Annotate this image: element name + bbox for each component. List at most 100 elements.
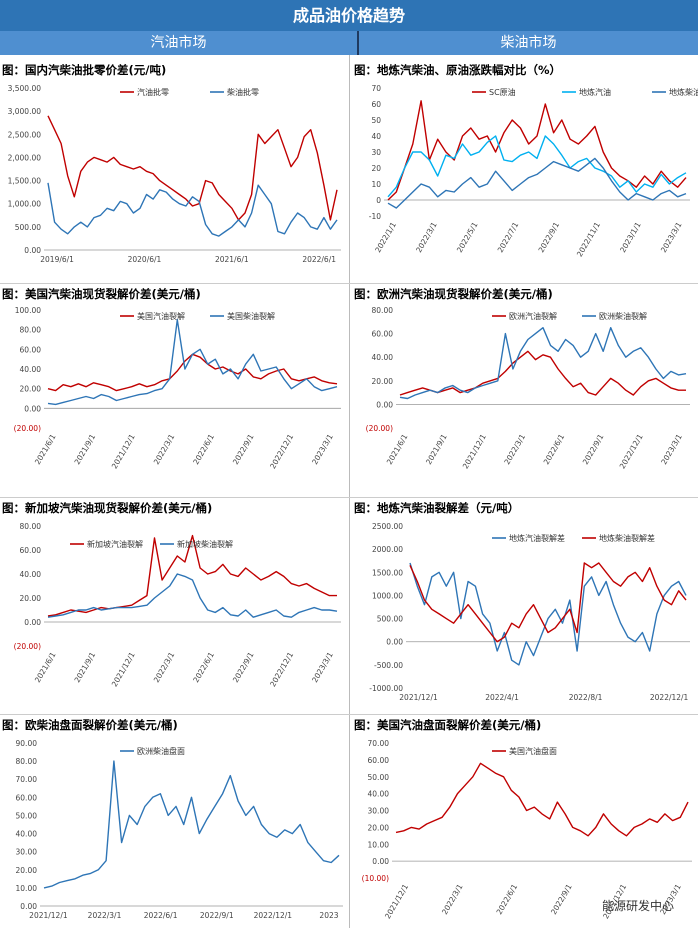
y-tick-label: 0.00	[372, 857, 389, 866]
y-tick-label: 60.00	[368, 756, 390, 765]
section-diesel: 柴油市场	[359, 31, 698, 55]
y-tick-label: 10.00	[16, 884, 38, 893]
row-divider	[0, 497, 698, 498]
y-tick-label: 30	[371, 148, 381, 157]
x-tick-label: 2022/7/1	[496, 220, 521, 254]
y-tick-label: 500.00	[15, 223, 41, 232]
chart-panel: 90.00 80.00 70.00 60.00 50.00 40.00 30.00 20.00…	[0, 717, 349, 928]
y-tick-label: 40.00	[372, 353, 394, 362]
series-line	[43, 760, 340, 889]
series-line	[47, 353, 338, 392]
chart-svg: 80.00 60.00 40.00 20.00 0.00 (20.00)2021/6/1 2…	[14, 522, 341, 688]
series-line	[47, 115, 338, 221]
x-tick-label: 2022/5/1	[455, 220, 480, 254]
series-line	[409, 562, 687, 666]
y-tick-label: 100.00	[15, 306, 41, 315]
x-tick-label: 2023/3/1	[659, 432, 684, 466]
y-tick-label: 30.00	[368, 807, 390, 816]
row-divider	[0, 283, 698, 284]
x-tick-label: 2021/9/1	[424, 432, 449, 466]
y-tick-label: 80.00	[16, 757, 38, 766]
chart-svg: 70.00 60.00 50.00 40.00 30.00 20.00 10.00 0.00 (…	[362, 739, 692, 920]
x-tick-label: 2021/12/1	[110, 432, 137, 470]
y-tick-label: 2500.00	[372, 522, 403, 531]
chart-panel: 80.00 60.00 40.00 20.00 0.00 (20.00) 2021/6/1 2…	[0, 500, 349, 712]
series-line	[395, 762, 689, 837]
y-tick-label: 70	[371, 84, 381, 93]
y-tick-label: 0	[376, 196, 381, 205]
chart-panel: 70 60 50 40 30 20 10 0 -10 2022/1/1 2022/3/1 2022/5…	[352, 62, 698, 280]
x-tick-label: 2021/6/1	[215, 255, 249, 264]
y-tick-label: 30.00	[16, 848, 38, 857]
x-tick-label: 2021/12/1	[461, 432, 488, 470]
y-tick-label: 0.00	[24, 618, 41, 627]
y-tick-label: 40.00	[368, 790, 390, 799]
y-tick-label: 0.00	[20, 902, 37, 911]
legend-label: 地炼柴油	[669, 87, 698, 97]
legend-label: 欧洲柴油盘面	[137, 746, 185, 756]
x-tick-label: 2022/3/1	[88, 911, 122, 920]
y-tick-label: 60.00	[20, 345, 42, 354]
x-tick-label: 2022/3/1	[502, 432, 527, 466]
x-tick-label: 2022/1/1	[373, 220, 398, 254]
x-tick-label: 2022/9/1	[231, 432, 256, 466]
legend-label: 欧洲汽油裂解	[509, 311, 557, 321]
y-tick-label: 1500.00	[372, 568, 403, 577]
y-tick-label: 0.00	[24, 246, 41, 255]
series-line	[47, 319, 338, 406]
chart-title: 图：欧洲汽柴油现货裂解价差(美元/桶)	[354, 287, 553, 301]
y-tick-label: 10.00	[368, 840, 390, 849]
x-tick-label: 2022/12/1	[254, 911, 293, 920]
legend-label: 地炼柴油裂解差	[599, 533, 655, 543]
y-tick-label: 70.00	[16, 775, 38, 784]
y-tick-label: 90.00	[16, 739, 38, 748]
chart-title: 图：地炼汽柴油、原油涨跌幅对比（%）	[354, 63, 562, 77]
x-tick-label: 2021/6/1	[33, 432, 58, 466]
chart-svg: 2500.00 2000.00 1500.00 1000.00 500.00 0.00 -5…	[369, 522, 690, 702]
y-tick-label: 60.00	[372, 330, 394, 339]
y-tick-label: 40.00	[16, 830, 38, 839]
chart-panel: 3,500.00 3,000.00 2,500.00 2,000.00 1,500.00…	[0, 62, 349, 280]
x-tick-label: 2022/9/1	[537, 220, 562, 254]
y-tick-label: 0.00	[376, 400, 393, 409]
x-tick-label: 2023/3/1	[310, 650, 335, 684]
legend-label: 地炼汽油裂解差	[509, 533, 565, 543]
x-tick-label: 2022/3/1	[414, 220, 439, 254]
x-tick-label: 2022/9/1	[231, 650, 256, 684]
y-tick-label: 60	[371, 100, 381, 109]
y-tick-label: 70.00	[368, 739, 390, 748]
chart-title: 图：地炼汽柴油裂解差（元/吨）	[354, 501, 520, 515]
y-tick-label: 500.00	[377, 615, 403, 624]
y-tick-label: 50.00	[368, 773, 390, 782]
x-tick-label: 2021/12/1	[383, 882, 410, 920]
x-tick-label: 2022/12/1	[650, 693, 689, 702]
legend-label: 柴油批零	[227, 87, 259, 97]
legend-label: 新加坡汽油裂解	[87, 539, 143, 549]
x-tick-label: 2023	[319, 911, 338, 920]
y-tick-label: 2000.00	[372, 545, 403, 554]
x-tick-label: 2021/6/1	[33, 650, 58, 684]
x-tick-label: 2022/6/1	[302, 255, 336, 264]
chart-title: 图：新加坡汽柴油现货裂解价差(美元/桶)	[2, 501, 213, 515]
legend-label: 地炼汽油	[579, 87, 611, 97]
series-line	[399, 327, 687, 400]
y-tick-label: 1,000.00	[8, 200, 42, 209]
legend-label: 新加坡柴油裂解	[177, 539, 233, 549]
y-tick-label: 20.00	[20, 594, 42, 603]
section-divider	[357, 31, 359, 55]
chart-panel: 70.00 60.00 50.00 40.00 30.00 20.00 10.00 0.00 (…	[352, 717, 698, 928]
page-title: 成品油价格趋势	[0, 0, 698, 31]
y-tick-label: 60.00	[16, 793, 38, 802]
y-tick-label: 1000.00	[372, 591, 403, 600]
chart-title: 图：美国汽柴油现货裂解价差(美元/桶)	[2, 287, 201, 301]
watermark: 能源研发中心	[601, 899, 674, 913]
legend-label: 欧洲柴油裂解	[599, 311, 647, 321]
x-tick-label: 2022/11/1	[575, 220, 602, 258]
y-tick-label: 1,500.00	[8, 177, 42, 186]
chart-panel: 2500.00 2000.00 1500.00 1000.00 500.00 0.00 -5…	[352, 500, 698, 712]
y-tick-label: 10	[371, 180, 381, 189]
y-tick-label: 50.00	[16, 811, 38, 820]
y-tick-label: -1000.00	[369, 684, 403, 693]
chart-svg: 90.00 80.00 70.00 60.00 50.00 40.00 30.00 20.00…	[16, 739, 343, 920]
